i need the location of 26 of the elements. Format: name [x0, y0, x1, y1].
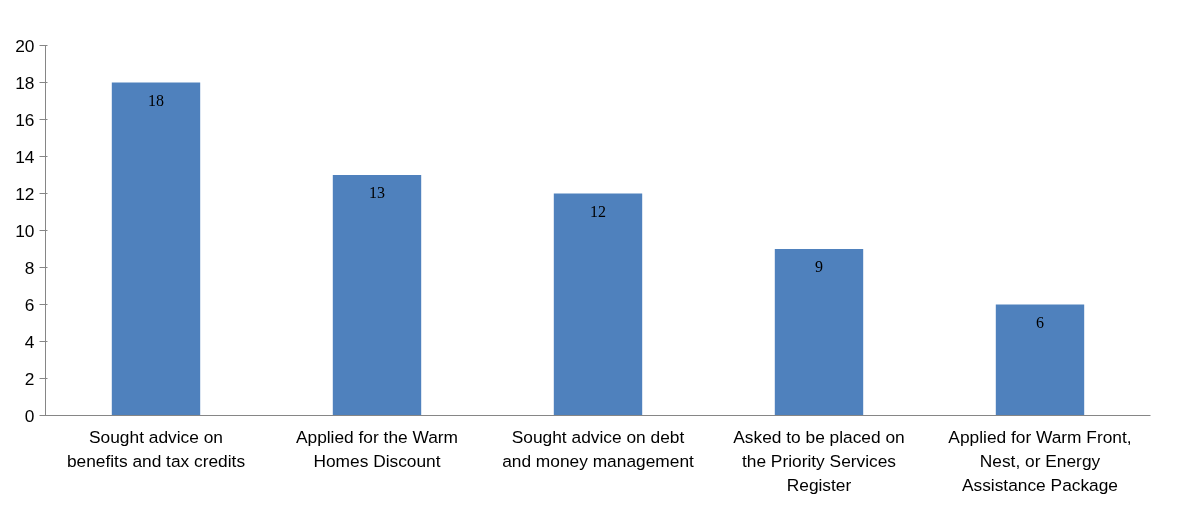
- x-tick-label: Applied for the Warm Homes Discount: [295, 426, 459, 471]
- data-label: 13: [369, 184, 385, 201]
- y-tick-label: 12: [15, 183, 35, 204]
- y-tick-label: 2: [24, 368, 35, 389]
- y-tick-label: 16: [15, 109, 35, 130]
- bar: [995, 304, 1085, 416]
- data-label: 12: [590, 202, 606, 220]
- y-tick-label: 8: [24, 257, 35, 278]
- y-tick-label: 0: [24, 405, 35, 426]
- data-label: 18: [148, 91, 164, 109]
- y-tick-label: 6: [24, 294, 35, 315]
- bar: [774, 249, 864, 416]
- y-tick-label: 14: [15, 146, 35, 167]
- x-tick-label: Asked to be placed on the Priority Services Register: [733, 426, 905, 495]
- x-tick-label: Sought advice on debt and money management: [502, 426, 695, 471]
- x-tick-label: Sought advice on benefits and tax credits: [66, 426, 246, 471]
- y-tick-label: 18: [15, 72, 35, 93]
- x-tick-label: Applied for Warm Front, Nest, or Energy Assistance Package: [948, 426, 1132, 495]
- bar: [111, 82, 201, 416]
- bar: [553, 193, 643, 416]
- bar: [332, 175, 422, 416]
- y-tick-label: 10: [15, 220, 35, 241]
- y-tick-label: 4: [24, 331, 35, 352]
- y-tick-label: 20: [15, 35, 35, 56]
- data-label: 9: [815, 258, 823, 275]
- data-label: 6: [1036, 313, 1044, 331]
